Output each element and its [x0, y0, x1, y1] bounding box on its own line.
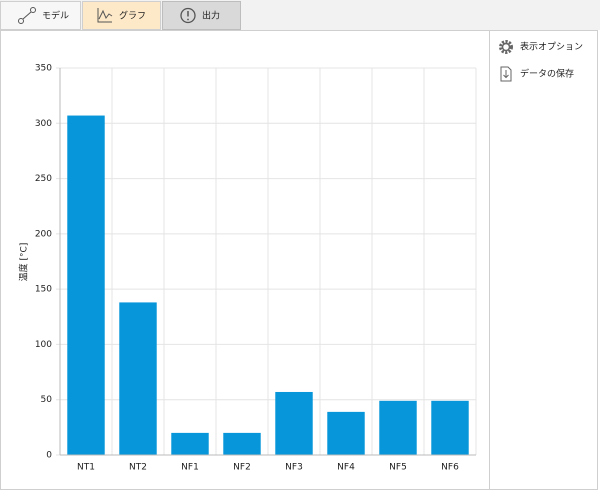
bar [67, 115, 105, 455]
tab-output[interactable] [162, 1, 241, 30]
menu-item[interactable]: 表示オプション [520, 41, 583, 53]
tab-model[interactable] [0, 1, 81, 30]
y-axis-label: 温度 [°C] [18, 243, 30, 282]
tab-label[interactable]: 出力 [202, 10, 220, 22]
bar [223, 432, 261, 455]
output-icon [180, 7, 196, 24]
x-tick-label: NF5 [389, 463, 407, 473]
y-tick-label: 100 [35, 340, 52, 350]
tab-label[interactable]: モデル [42, 10, 69, 22]
x-tick-label: NT1 [77, 463, 95, 473]
y-tick-label: 0 [46, 451, 52, 461]
y-tick-label: 150 [35, 285, 52, 295]
x-tick-label: NF4 [337, 463, 355, 473]
y-tick-label: 300 [35, 119, 52, 129]
x-tick-label: NT2 [129, 463, 147, 473]
x-tick-label: NF3 [285, 463, 303, 473]
x-tick-label: NF1 [181, 463, 199, 473]
bar [119, 302, 157, 455]
tab-graph[interactable] [82, 1, 161, 30]
main-panel [0, 30, 598, 490]
y-tick-label: 350 [35, 64, 52, 74]
bar [379, 400, 417, 455]
bar [275, 391, 313, 455]
y-tick-label: 250 [35, 174, 52, 184]
save-icon [500, 66, 512, 82]
x-tick-label: NF6 [441, 463, 459, 473]
gear-icon [499, 40, 513, 54]
bar [171, 432, 209, 455]
y-tick-label: 200 [35, 229, 52, 239]
menu-item[interactable]: データの保存 [520, 68, 574, 80]
plot: 0 50 100 150 200 250 300 350 NT1 NT2 NF1 NF2 NF3 NF4 N… [35, 64, 477, 473]
tab-label[interactable]: グラフ [119, 10, 146, 22]
graph-icon [97, 8, 113, 23]
bar [327, 411, 365, 455]
y-tick-label: 50 [41, 395, 53, 405]
bar [431, 400, 469, 455]
model-icon [18, 7, 36, 24]
x-tick-label: NF2 [233, 463, 251, 473]
